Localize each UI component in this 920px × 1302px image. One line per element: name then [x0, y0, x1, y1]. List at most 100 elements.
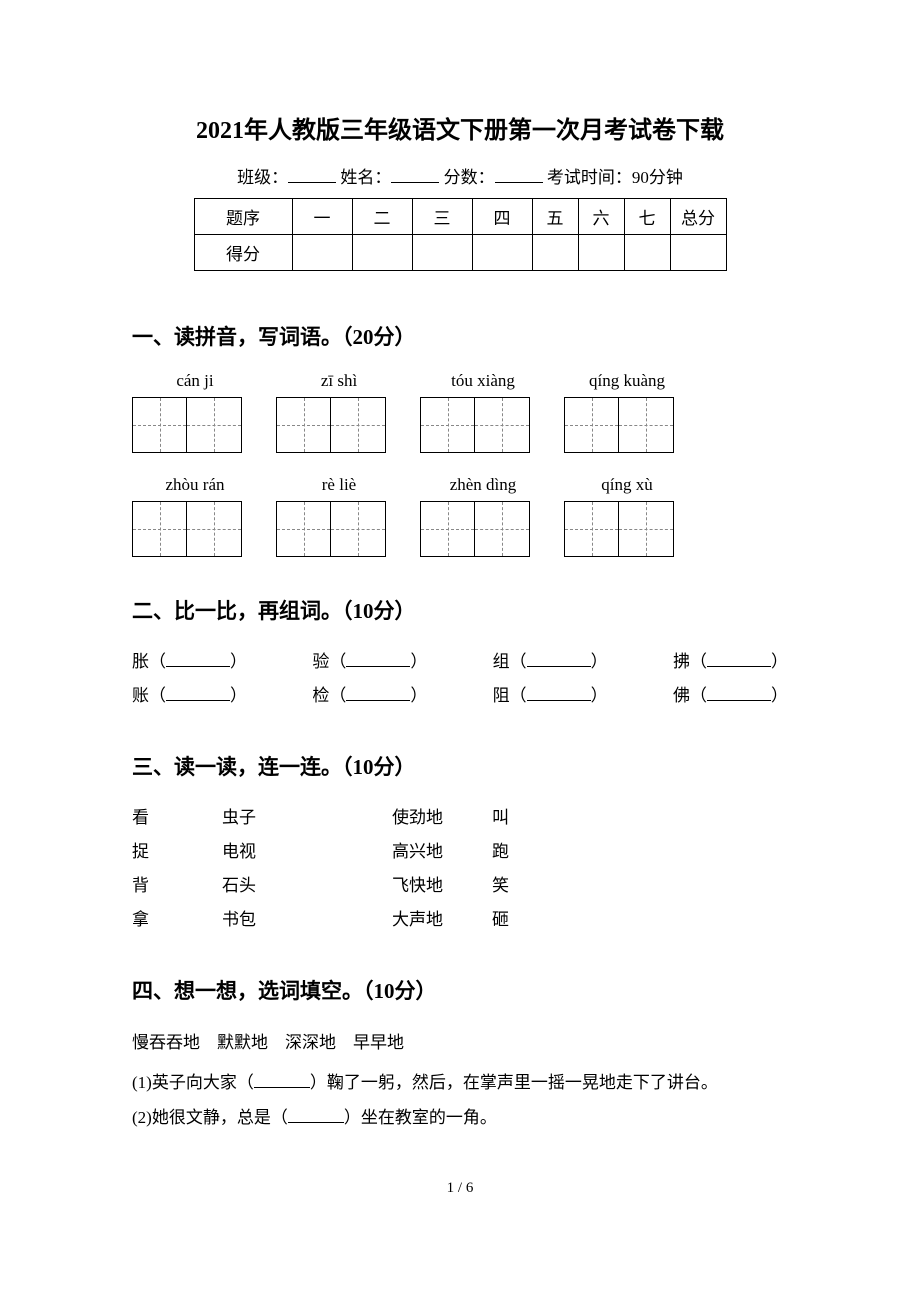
charbox-row-1 [132, 397, 788, 453]
page-number: 1 / 6 [132, 1180, 788, 1197]
section2-heading: 二、比一比，再组词。（10分） [132, 595, 788, 625]
section2-body: 胀（） 验（） 组（） 拂（） 账（） 检（） 阻（） 佛（） [132, 645, 788, 713]
score-table-score-row: 得分 [194, 235, 726, 271]
compare-item: 佛（） [673, 679, 788, 713]
match-row: 捉 电视 高兴地 跑 [132, 835, 788, 869]
match-a: 捉 [132, 835, 222, 869]
compare-item: 账（） [132, 679, 247, 713]
pinyin-label: tóu xiàng [428, 371, 538, 391]
char-box-pair[interactable] [564, 397, 674, 453]
pinyin-label: qíng xù [572, 475, 682, 495]
score-cell[interactable] [624, 235, 670, 271]
section3-body: 看 虫子 使劲地 叫 捉 电视 高兴地 跑 背 石头 飞快地 笑 拿 书包 大声… [132, 801, 788, 937]
char-box-pair[interactable] [564, 501, 674, 557]
pinyin-row-1: cán ji zī shì tóu xiàng qíng kuàng [140, 371, 788, 391]
char-box-pair[interactable] [132, 397, 242, 453]
compare-item: 组（） [493, 645, 608, 679]
fill-blank[interactable] [166, 700, 230, 701]
col-4: 四 [472, 199, 532, 235]
section3-heading: 三、读一读，连一连。（10分） [132, 751, 788, 781]
match-a: 看 [132, 801, 222, 835]
compare-item: 阻（） [493, 679, 608, 713]
match-d: 跑 [492, 835, 552, 869]
score-cell[interactable] [578, 235, 624, 271]
header-label-cell: 题序 [194, 199, 292, 235]
pinyin-label: rè liè [284, 475, 394, 495]
char-box-pair[interactable] [420, 397, 530, 453]
name-label: 姓名： [340, 168, 391, 187]
score-row-label: 得分 [194, 235, 292, 271]
match-b: 石头 [222, 869, 392, 903]
col-5: 五 [532, 199, 578, 235]
page-title: 2021年人教版三年级语文下册第一次月考试卷下载 [132, 110, 788, 145]
score-table: 题序 一 二 三 四 五 六 七 总分 得分 [194, 198, 727, 271]
match-c: 使劲地 [392, 801, 492, 835]
char-box-pair[interactable] [132, 501, 242, 557]
match-row: 拿 书包 大声地 砸 [132, 903, 788, 937]
match-c: 大声地 [392, 903, 492, 937]
score-cell[interactable] [472, 235, 532, 271]
fill-blank[interactable] [346, 666, 410, 667]
match-c: 高兴地 [392, 835, 492, 869]
pinyin-label: cán ji [140, 371, 250, 391]
score-cell[interactable] [670, 235, 726, 271]
match-row: 看 虫子 使劲地 叫 [132, 801, 788, 835]
col-6: 六 [578, 199, 624, 235]
fill-blank[interactable] [288, 1122, 344, 1123]
charbox-row-2 [132, 501, 788, 557]
score-blank[interactable] [495, 166, 543, 183]
col-3: 三 [412, 199, 472, 235]
match-d: 叫 [492, 801, 552, 835]
compare-item: 验（） [312, 645, 427, 679]
fill-blank[interactable] [254, 1087, 310, 1088]
col-2: 二 [352, 199, 412, 235]
char-box-pair[interactable] [276, 397, 386, 453]
compare-item: 胀（） [132, 645, 247, 679]
fill-blank[interactable] [707, 666, 771, 667]
fill-blank[interactable] [527, 700, 591, 701]
class-label: 班级： [237, 168, 288, 187]
score-cell[interactable] [352, 235, 412, 271]
match-b: 书包 [222, 903, 392, 937]
match-a: 背 [132, 869, 222, 903]
question-2: (2)她很文静，总是（）坐在教室的一角。 [132, 1100, 788, 1136]
char-box-pair[interactable] [420, 501, 530, 557]
pinyin-row-2: zhòu rán rè liè zhèn dìng qíng xù [140, 475, 788, 495]
score-cell[interactable] [292, 235, 352, 271]
pinyin-label: zī shì [284, 371, 394, 391]
score-cell[interactable] [412, 235, 472, 271]
fill-blank[interactable] [166, 666, 230, 667]
section1-heading: 一、读拼音，写词语。（20分） [132, 321, 788, 351]
match-a: 拿 [132, 903, 222, 937]
col-1: 一 [292, 199, 352, 235]
score-label: 分数： [444, 168, 495, 187]
fill-blank[interactable] [346, 700, 410, 701]
col-total: 总分 [670, 199, 726, 235]
score-cell[interactable] [532, 235, 578, 271]
compare-item: 拂（） [673, 645, 788, 679]
match-d: 笑 [492, 869, 552, 903]
match-c: 飞快地 [392, 869, 492, 903]
section4-body: 慢吞吞地 默默地 深深地 早早地 (1)英子向大家（）鞠了一躬，然后，在掌声里一… [132, 1025, 788, 1136]
match-row: 背 石头 飞快地 笑 [132, 869, 788, 903]
pinyin-label: zhòu rán [140, 475, 250, 495]
word-bank: 慢吞吞地 默默地 深深地 早早地 [132, 1025, 788, 1061]
match-d: 砸 [492, 903, 552, 937]
char-box-pair[interactable] [276, 501, 386, 557]
name-blank[interactable] [391, 166, 439, 183]
match-b: 电视 [222, 835, 392, 869]
compare-row: 账（） 检（） 阻（） 佛（） [132, 679, 788, 713]
pinyin-label: qíng kuàng [572, 371, 682, 391]
compare-item: 检（） [312, 679, 427, 713]
question-1: (1)英子向大家（）鞠了一躬，然后，在掌声里一摇一晃地走下了讲台。 [132, 1065, 788, 1101]
fill-blank[interactable] [707, 700, 771, 701]
score-table-header-row: 题序 一 二 三 四 五 六 七 总分 [194, 199, 726, 235]
match-b: 虫子 [222, 801, 392, 835]
time-label: 考试时间：90分钟 [547, 168, 683, 187]
class-blank[interactable] [288, 166, 336, 183]
pinyin-label: zhèn dìng [428, 475, 538, 495]
fill-blank[interactable] [527, 666, 591, 667]
section4-heading: 四、想一想，选词填空。（10分） [132, 975, 788, 1005]
col-7: 七 [624, 199, 670, 235]
compare-row: 胀（） 验（） 组（） 拂（） [132, 645, 788, 679]
